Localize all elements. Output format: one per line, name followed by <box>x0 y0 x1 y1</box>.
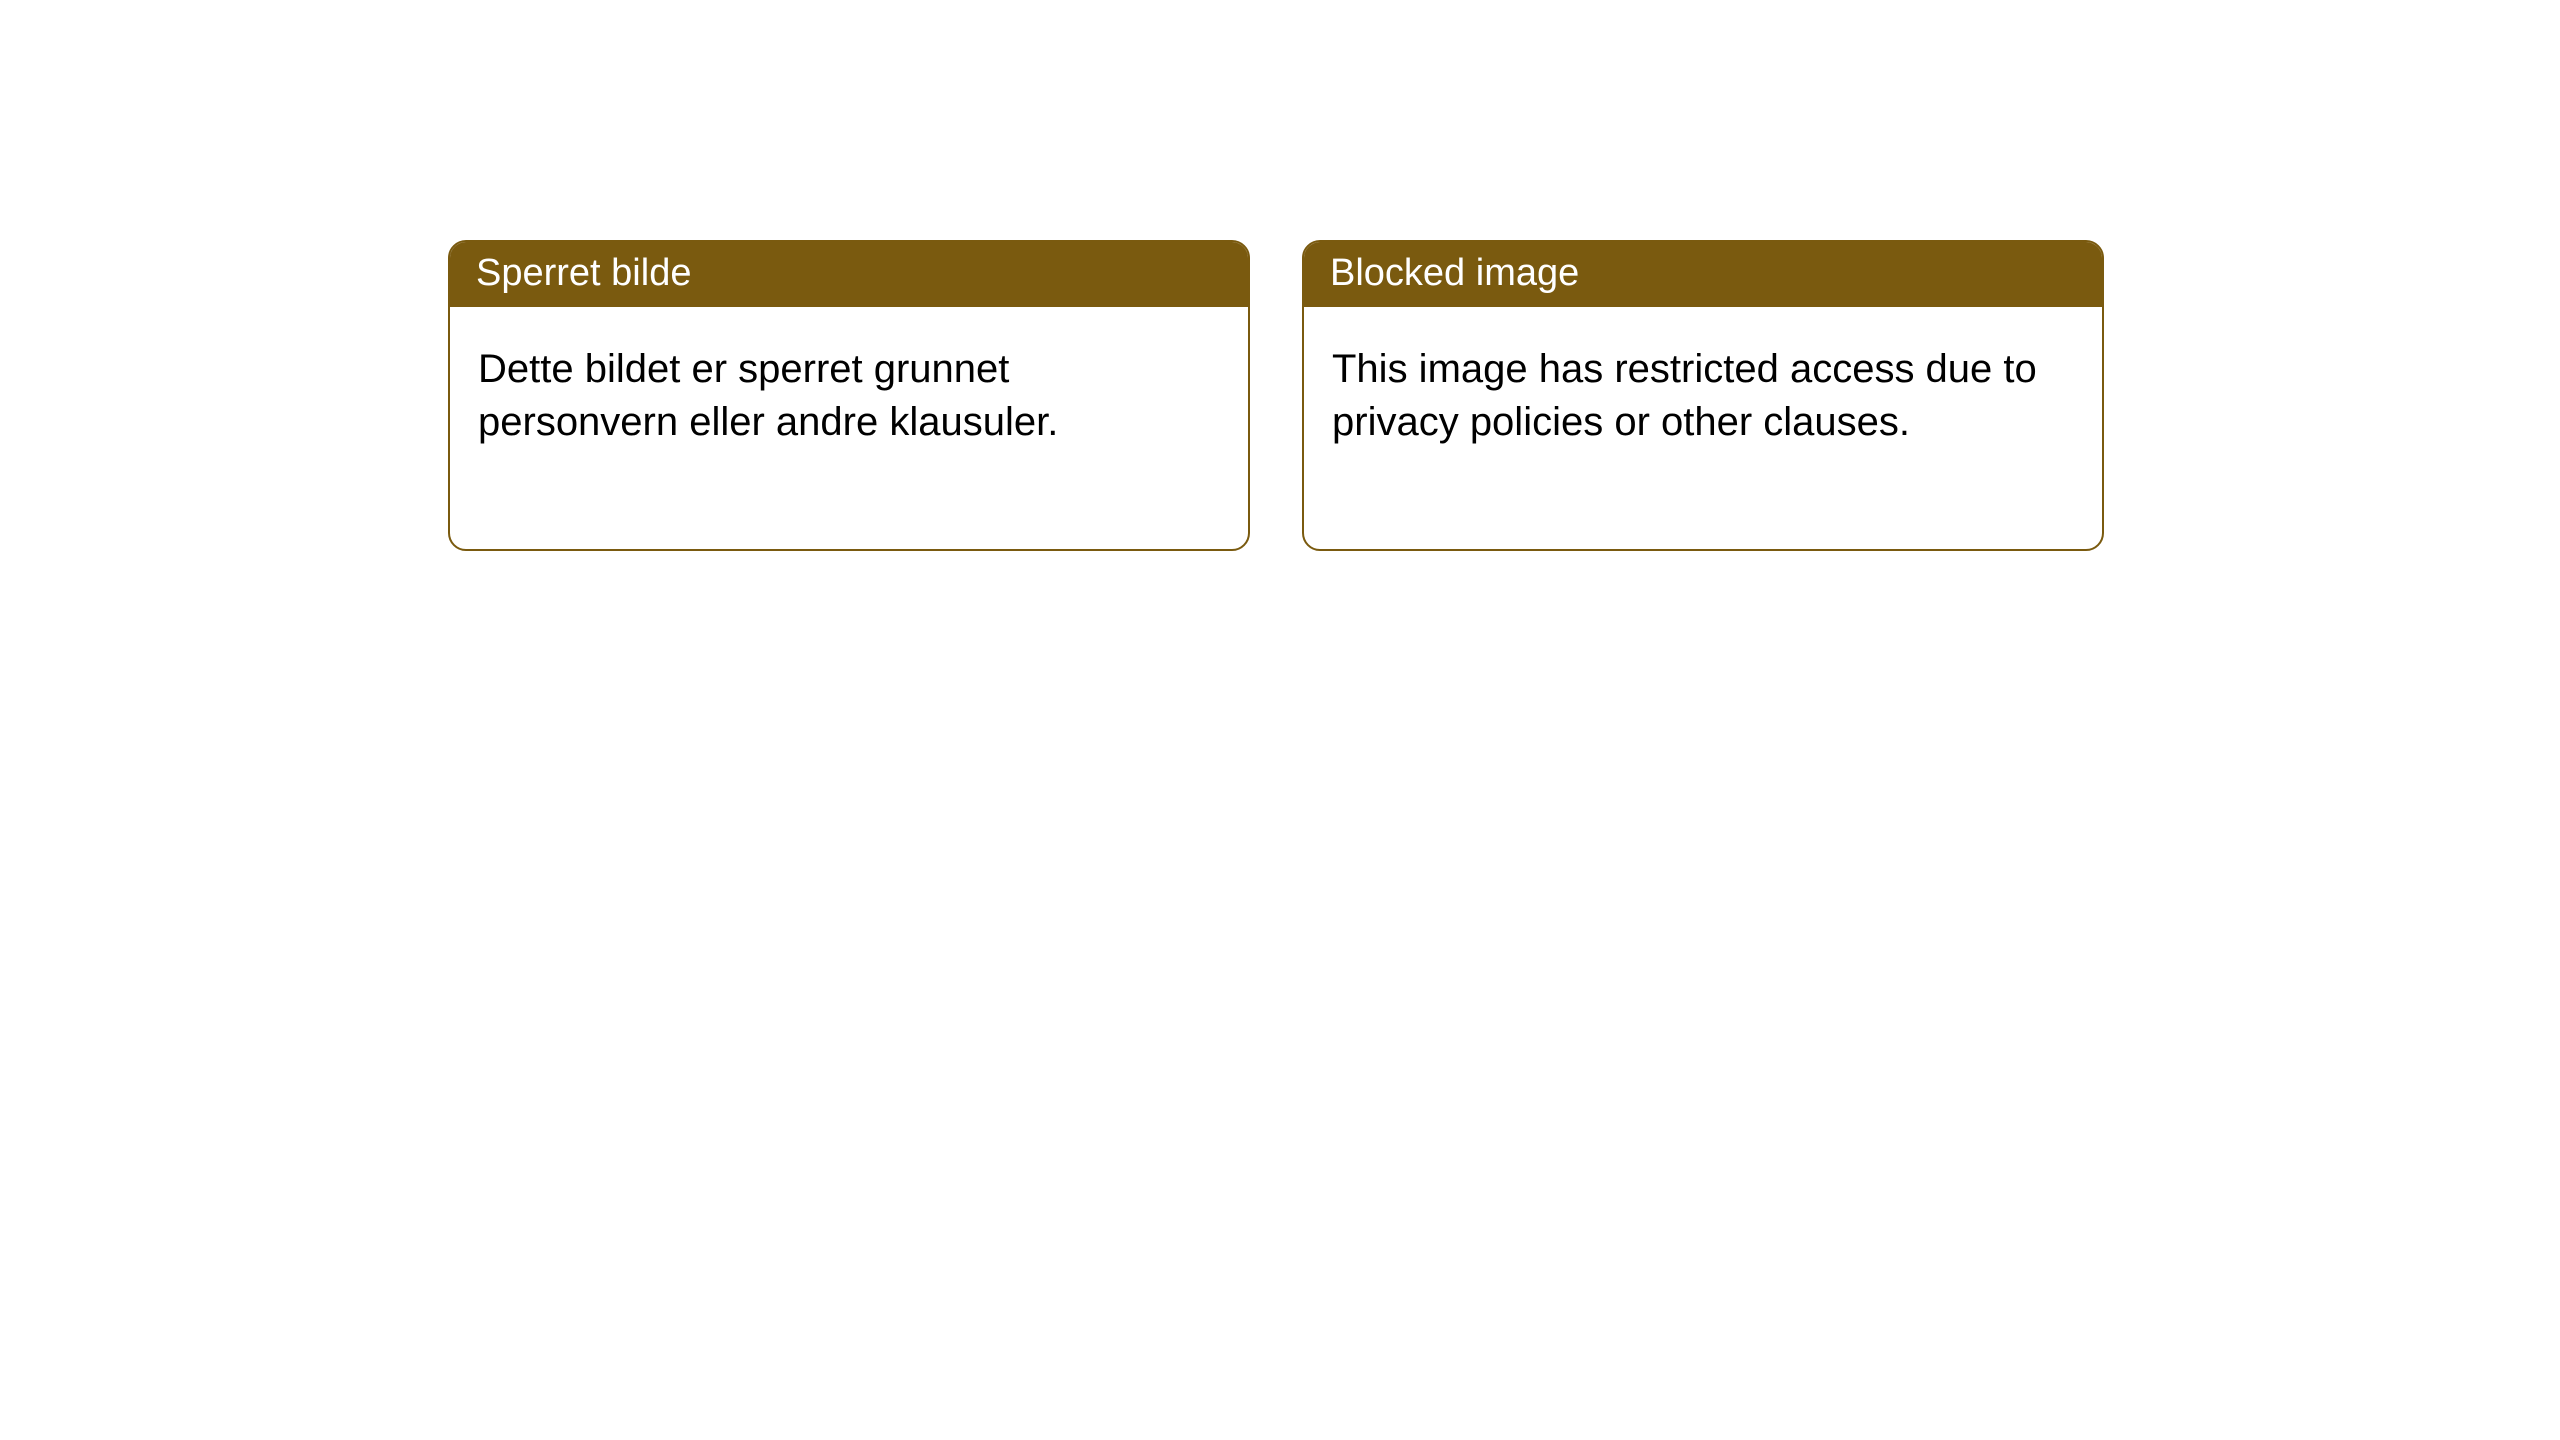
notice-card-english: Blocked image This image has restricted … <box>1302 240 2104 551</box>
notice-card-title: Sperret bilde <box>450 242 1248 307</box>
notice-container: Sperret bilde Dette bildet er sperret gr… <box>0 0 2560 551</box>
notice-card-norwegian: Sperret bilde Dette bildet er sperret gr… <box>448 240 1250 551</box>
notice-card-body: This image has restricted access due to … <box>1304 307 2102 549</box>
notice-card-title: Blocked image <box>1304 242 2102 307</box>
notice-card-body: Dette bildet er sperret grunnet personve… <box>450 307 1248 549</box>
